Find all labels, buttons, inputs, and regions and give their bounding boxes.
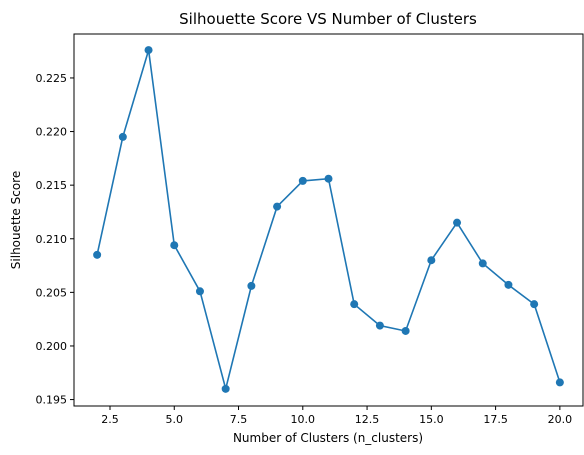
- data-point: [221, 384, 230, 393]
- data-point: [401, 326, 410, 335]
- y-tick-label: 0.195: [36, 394, 68, 407]
- data-point: [427, 256, 436, 265]
- y-tick-label: 0.210: [36, 233, 68, 246]
- chart-title: Silhouette Score VS Number of Clusters: [179, 10, 477, 28]
- data-point: [273, 202, 282, 211]
- data-point: [144, 46, 153, 55]
- x-tick-label: 2.5: [101, 413, 119, 426]
- data-point: [298, 176, 307, 185]
- data-point: [93, 250, 102, 259]
- x-tick-label: 12.5: [355, 413, 380, 426]
- data-point: [324, 174, 333, 183]
- x-tick-label: 17.5: [483, 413, 508, 426]
- data-point: [504, 280, 513, 289]
- x-axis-label: Number of Clusters (n_clusters): [233, 431, 423, 445]
- data-point: [555, 378, 564, 387]
- x-tick-label: 5.0: [166, 413, 184, 426]
- y-tick-label: 0.220: [36, 126, 68, 139]
- x-tick-label: 20.0: [548, 413, 573, 426]
- data-point: [247, 281, 256, 290]
- y-tick-label: 0.200: [36, 340, 68, 353]
- plot-frame: [73, 33, 584, 407]
- data-point: [195, 287, 204, 296]
- y-axis-label: Silhouette Score: [9, 171, 23, 269]
- data-point: [170, 241, 179, 250]
- y-tick-label: 0.225: [36, 72, 68, 85]
- x-tick-label: 15.0: [419, 413, 444, 426]
- series-group: [93, 46, 564, 393]
- y-tick-label: 0.215: [36, 179, 68, 192]
- data-point: [530, 300, 539, 309]
- data-point: [453, 218, 462, 227]
- x-tick-label: 10.0: [291, 413, 316, 426]
- data-point: [350, 300, 359, 309]
- x-tick-label: 7.5: [230, 413, 248, 426]
- data-point: [478, 259, 487, 268]
- y-axis-ticks: 0.195 0.200 0.205 0.210 0.215 0.220 0.225: [36, 72, 74, 407]
- data-point: [375, 321, 384, 330]
- data-point: [118, 132, 127, 141]
- x-axis-ticks: 2.5 5.0 7.5 10.0 12.5 15.0 17.5 20.0: [101, 406, 572, 426]
- series-line: [96, 49, 561, 390]
- y-tick-label: 0.205: [36, 286, 68, 299]
